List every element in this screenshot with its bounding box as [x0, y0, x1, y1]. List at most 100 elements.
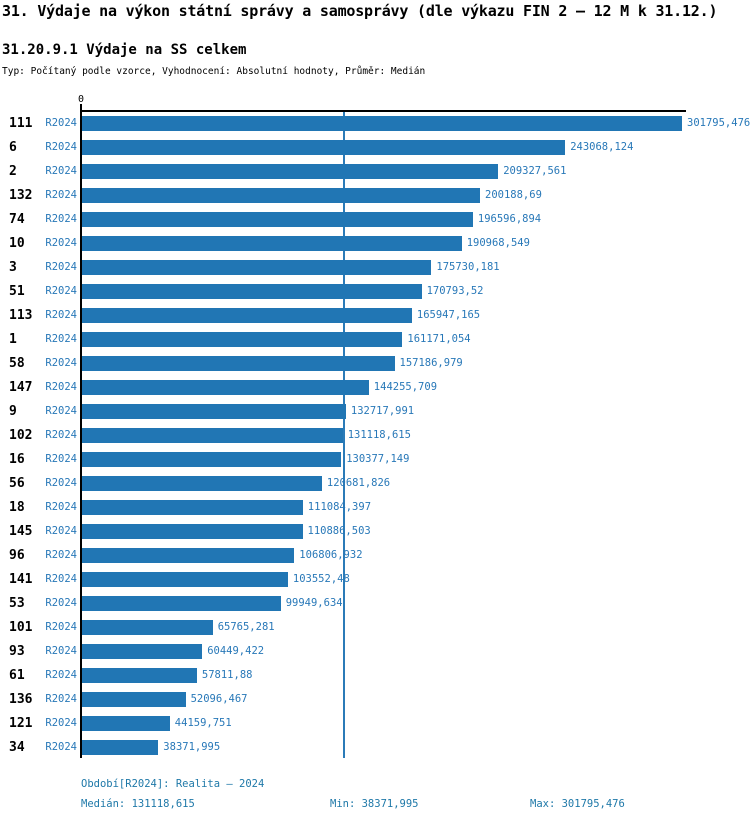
x-axis-zero-tick-label: 0	[77, 94, 85, 105]
bar-cell: 130377,149	[82, 451, 750, 467]
bar	[82, 379, 369, 395]
bar	[82, 283, 422, 299]
bar-row: 147 R2024 144255,709	[0, 375, 750, 399]
bar-row: 136 R2024 52096,467	[0, 687, 750, 711]
category-label: 141	[9, 571, 33, 587]
series-label: R2024	[45, 141, 77, 153]
bar-cell: 200188,69	[82, 187, 750, 203]
bar-cell: 157186,979	[82, 355, 750, 371]
bar-row: 132 R2024 200188,69	[0, 183, 750, 207]
value-label: 130377,149	[346, 452, 410, 465]
bar	[82, 643, 203, 659]
bar	[82, 187, 480, 203]
value-label: 99949,634	[285, 596, 343, 609]
x-axis-line	[81, 110, 686, 112]
value-label: 200188,69	[485, 188, 542, 201]
bar-cell: 209327,561	[82, 163, 750, 179]
series-label: R2024	[45, 453, 77, 465]
bar-cell: 99949,634	[82, 595, 750, 611]
value-label: 38371,995	[163, 740, 221, 753]
category-label: 1	[9, 331, 17, 347]
bar	[82, 451, 342, 467]
series-label: R2024	[45, 237, 77, 249]
bar	[82, 499, 303, 515]
series-label: R2024	[45, 405, 77, 417]
bar-cell: 175730,181	[82, 259, 750, 275]
series-label: R2024	[45, 717, 77, 729]
bar-row: 16 R2024 130377,149	[0, 447, 750, 471]
series-label: R2024	[45, 261, 77, 273]
bar-row: 96 R2024 106806,932	[0, 543, 750, 567]
footer-min: Min: 38371,995	[330, 798, 419, 810]
series-label: R2024	[45, 501, 77, 513]
series-label: R2024	[45, 741, 77, 753]
bar-cell: 52096,467	[82, 691, 750, 707]
bar	[82, 355, 395, 371]
bar	[82, 427, 343, 443]
bar	[82, 619, 213, 635]
category-label: 3	[9, 259, 17, 275]
value-label: 65765,281	[217, 620, 275, 633]
bar-row: 9 R2024 132717,991	[0, 399, 750, 423]
series-label: R2024	[45, 285, 77, 297]
bar-cell: 243068,124	[82, 139, 750, 155]
category-label: 2	[9, 163, 17, 179]
bar-row: 93 R2024 60449,422	[0, 639, 750, 663]
series-label: R2024	[45, 477, 77, 489]
bar-cell: 196596,894	[82, 211, 750, 227]
bar-row: 6 R2024 243068,124	[0, 135, 750, 159]
bar-cell: 60449,422	[82, 643, 750, 659]
bar-row: 34 R2024 38371,995	[0, 735, 750, 759]
bar-cell: 57811,88	[82, 667, 750, 683]
series-label: R2024	[45, 189, 77, 201]
bar	[82, 403, 346, 419]
category-label: 96	[9, 547, 25, 563]
value-label: 106806,932	[299, 548, 363, 561]
bar	[82, 211, 473, 227]
bar-cell: 132717,991	[82, 403, 750, 419]
bar-row: 61 R2024 57811,88	[0, 663, 750, 687]
category-label: 147	[9, 379, 33, 395]
bar	[82, 259, 432, 275]
bar-cell: 170793,52	[82, 283, 750, 299]
category-label: 121	[9, 715, 33, 731]
category-label: 51	[9, 283, 25, 299]
category-label: 18	[9, 499, 25, 515]
bar-row: 51 R2024 170793,52	[0, 279, 750, 303]
series-label: R2024	[45, 213, 77, 225]
value-label: 190968,549	[466, 236, 530, 249]
bar-row: 141 R2024 103552,48	[0, 567, 750, 591]
category-label: 16	[9, 451, 25, 467]
category-label: 113	[9, 307, 33, 323]
value-label: 161171,054	[407, 332, 471, 345]
bar	[82, 571, 288, 587]
bar-row: 3 R2024 175730,181	[0, 255, 750, 279]
category-label: 111	[9, 115, 33, 131]
bar-row: 58 R2024 157186,979	[0, 351, 750, 375]
bar-cell: 144255,709	[82, 379, 750, 395]
series-label: R2024	[45, 525, 77, 537]
bar-row: 111 R2024 301795,476	[0, 111, 750, 135]
series-label: R2024	[45, 621, 77, 633]
series-label: R2024	[45, 645, 77, 657]
bar-row: 10 R2024 190968,549	[0, 231, 750, 255]
bar	[82, 475, 322, 491]
bar	[82, 739, 159, 755]
bar-row: 102 R2024 131118,615	[0, 423, 750, 447]
value-label: 52096,467	[190, 692, 248, 705]
value-label: 131118,615	[347, 428, 411, 441]
bar-row: 74 R2024 196596,894	[0, 207, 750, 231]
category-label: 56	[9, 475, 25, 491]
bar	[82, 331, 403, 347]
page-title: 31. Výdaje na výkon státní správy a samo…	[2, 2, 718, 20]
value-label: 301795,476	[687, 116, 750, 129]
bar-row: 121 R2024 44159,751	[0, 711, 750, 735]
bar-cell: 165947,165	[82, 307, 750, 323]
bar-cell: 120681,826	[82, 475, 750, 491]
bar	[82, 691, 186, 707]
series-label: R2024	[45, 381, 77, 393]
bar-row: 56 R2024 120681,826	[0, 471, 750, 495]
chart-subtitle: 31.20.9.1 Výdaje na SS celkem	[2, 42, 247, 58]
series-label: R2024	[45, 165, 77, 177]
value-label: 132717,991	[350, 404, 415, 417]
